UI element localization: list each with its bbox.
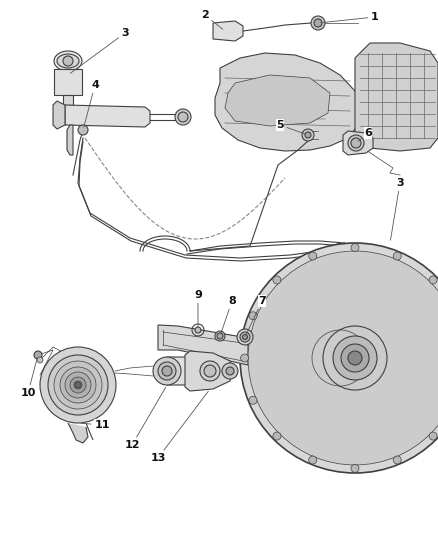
Circle shape bbox=[48, 355, 108, 415]
Circle shape bbox=[178, 112, 188, 122]
Text: 9: 9 bbox=[194, 290, 202, 327]
Circle shape bbox=[158, 362, 176, 380]
Circle shape bbox=[195, 327, 201, 333]
Circle shape bbox=[351, 464, 359, 472]
Circle shape bbox=[37, 357, 43, 363]
Circle shape bbox=[273, 276, 281, 284]
Circle shape bbox=[60, 367, 96, 403]
Circle shape bbox=[302, 129, 314, 141]
Polygon shape bbox=[225, 75, 330, 126]
Text: 3: 3 bbox=[390, 178, 404, 240]
Circle shape bbox=[200, 361, 220, 381]
Circle shape bbox=[75, 382, 81, 388]
Circle shape bbox=[34, 351, 42, 359]
Circle shape bbox=[351, 138, 361, 148]
Circle shape bbox=[222, 363, 238, 379]
Polygon shape bbox=[65, 105, 150, 127]
Text: 2: 2 bbox=[201, 10, 223, 29]
Circle shape bbox=[70, 377, 86, 393]
Circle shape bbox=[273, 432, 281, 440]
Circle shape bbox=[215, 331, 225, 341]
Circle shape bbox=[237, 329, 253, 345]
Circle shape bbox=[341, 344, 369, 372]
Circle shape bbox=[429, 276, 437, 284]
Polygon shape bbox=[158, 325, 248, 365]
Text: 7: 7 bbox=[246, 296, 266, 335]
Text: 13: 13 bbox=[150, 391, 208, 463]
Circle shape bbox=[78, 125, 88, 135]
Circle shape bbox=[314, 19, 322, 27]
Text: 4: 4 bbox=[84, 80, 99, 127]
Circle shape bbox=[240, 243, 438, 473]
Polygon shape bbox=[215, 53, 360, 151]
Ellipse shape bbox=[57, 54, 79, 68]
Text: 11: 11 bbox=[81, 420, 110, 430]
Circle shape bbox=[217, 333, 223, 339]
Text: 8: 8 bbox=[221, 296, 236, 333]
Text: 1: 1 bbox=[321, 12, 379, 23]
Circle shape bbox=[429, 432, 437, 440]
Text: 5: 5 bbox=[276, 120, 305, 134]
Circle shape bbox=[240, 354, 249, 362]
Circle shape bbox=[65, 372, 91, 398]
Polygon shape bbox=[54, 69, 82, 95]
Polygon shape bbox=[53, 101, 65, 129]
Polygon shape bbox=[355, 43, 438, 151]
Text: 6: 6 bbox=[358, 128, 372, 141]
Circle shape bbox=[393, 252, 401, 260]
Circle shape bbox=[240, 332, 250, 342]
Circle shape bbox=[351, 244, 359, 252]
Circle shape bbox=[393, 456, 401, 464]
Circle shape bbox=[249, 396, 257, 404]
Polygon shape bbox=[185, 351, 233, 391]
Circle shape bbox=[175, 109, 191, 125]
Circle shape bbox=[204, 365, 216, 377]
Polygon shape bbox=[213, 21, 243, 41]
Circle shape bbox=[311, 16, 325, 30]
Polygon shape bbox=[63, 95, 73, 105]
Polygon shape bbox=[67, 125, 73, 155]
Circle shape bbox=[162, 366, 172, 376]
Polygon shape bbox=[167, 357, 213, 385]
Circle shape bbox=[54, 361, 102, 409]
Circle shape bbox=[243, 335, 247, 340]
Circle shape bbox=[305, 132, 311, 138]
Circle shape bbox=[248, 251, 438, 465]
Circle shape bbox=[309, 252, 317, 260]
Circle shape bbox=[153, 357, 181, 385]
Circle shape bbox=[249, 312, 257, 320]
Circle shape bbox=[348, 135, 364, 151]
Text: 12: 12 bbox=[124, 387, 166, 450]
Circle shape bbox=[40, 347, 116, 423]
Circle shape bbox=[323, 326, 387, 390]
Polygon shape bbox=[68, 423, 88, 443]
Circle shape bbox=[74, 381, 82, 389]
Circle shape bbox=[63, 56, 73, 66]
Circle shape bbox=[348, 351, 362, 365]
Circle shape bbox=[333, 336, 377, 380]
Circle shape bbox=[226, 367, 234, 375]
Polygon shape bbox=[343, 131, 373, 155]
Ellipse shape bbox=[54, 51, 82, 71]
Text: 10: 10 bbox=[20, 358, 37, 398]
Text: 3: 3 bbox=[70, 28, 129, 74]
Circle shape bbox=[309, 456, 317, 464]
